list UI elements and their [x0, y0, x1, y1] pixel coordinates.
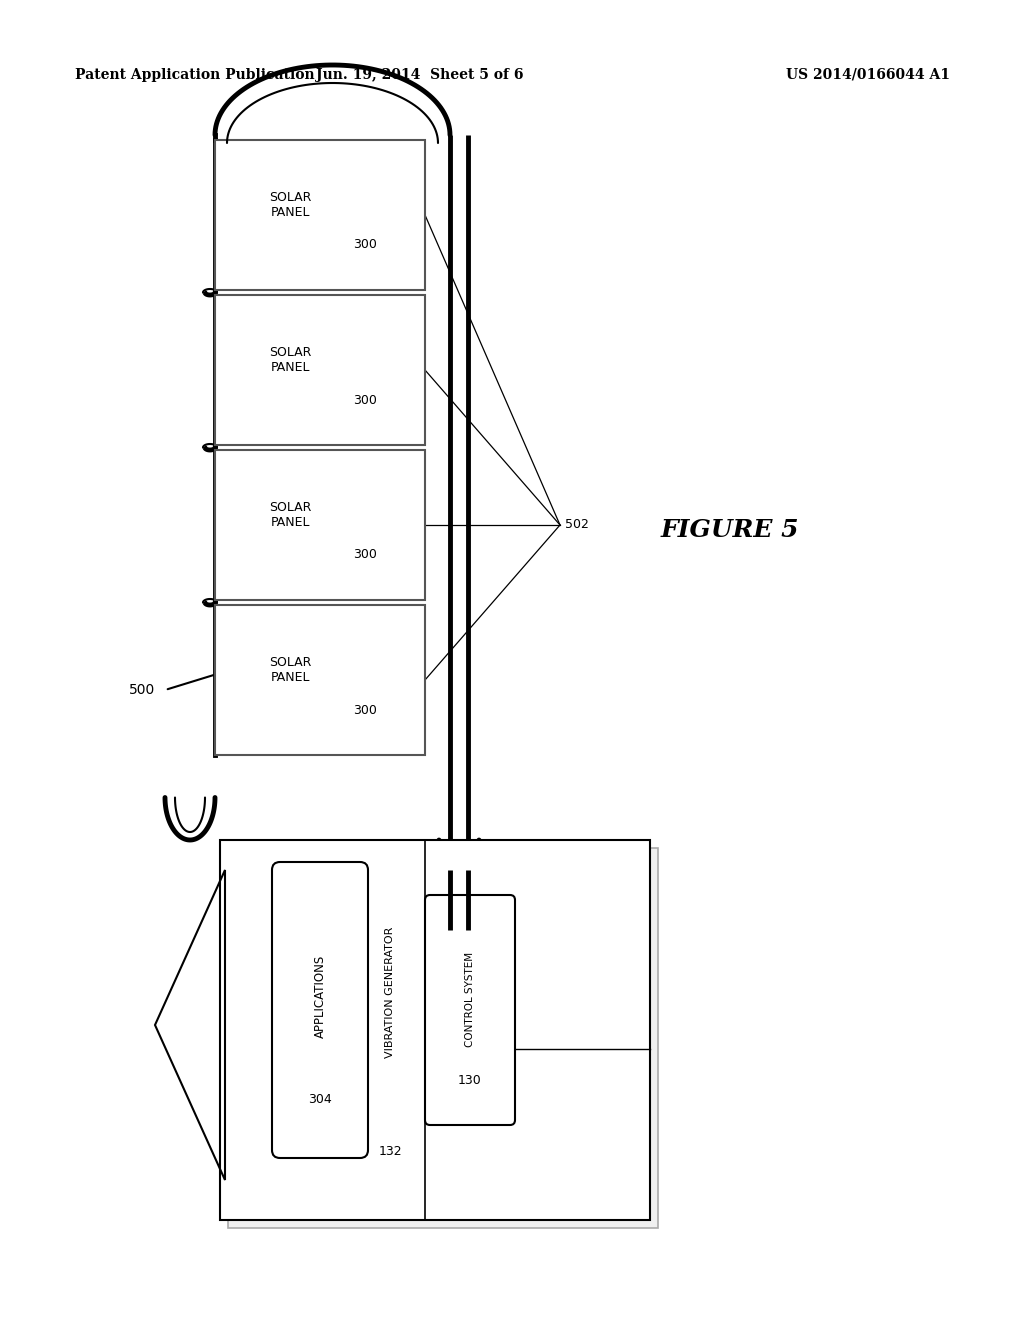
Text: Jun. 19, 2014  Sheet 5 of 6: Jun. 19, 2014 Sheet 5 of 6 — [316, 69, 523, 82]
Text: 300: 300 — [353, 704, 377, 717]
Text: US 2014/0166044 A1: US 2014/0166044 A1 — [786, 69, 950, 82]
Text: CONTROL SYSTEM: CONTROL SYSTEM — [465, 952, 475, 1047]
Text: 130: 130 — [458, 1074, 482, 1086]
Text: APPLICATIONS: APPLICATIONS — [313, 954, 327, 1038]
FancyBboxPatch shape — [425, 895, 515, 1125]
Text: 304: 304 — [308, 1093, 332, 1106]
Text: VIBRATION GENERATOR: VIBRATION GENERATOR — [385, 927, 395, 1057]
Text: FIGURE 5: FIGURE 5 — [660, 517, 800, 543]
Text: 300: 300 — [353, 549, 377, 561]
Bar — [220, 840, 650, 1220]
Text: 500: 500 — [129, 682, 155, 697]
Text: 300: 300 — [353, 239, 377, 252]
FancyBboxPatch shape — [272, 862, 368, 1158]
Text: 300: 300 — [353, 393, 377, 407]
Text: SOLAR
PANEL: SOLAR PANEL — [269, 502, 311, 529]
Bar — [228, 847, 658, 1228]
Bar — [215, 450, 425, 601]
Text: Patent Application Publication: Patent Application Publication — [75, 69, 314, 82]
Bar — [215, 294, 425, 445]
Text: SOLAR
PANEL: SOLAR PANEL — [269, 656, 311, 684]
Text: 502: 502 — [565, 519, 589, 532]
Text: 132: 132 — [378, 1144, 401, 1158]
Bar — [215, 605, 425, 755]
Text: SOLAR
PANEL: SOLAR PANEL — [269, 346, 311, 374]
Text: SOLAR
PANEL: SOLAR PANEL — [269, 191, 311, 219]
Bar — [215, 140, 425, 290]
